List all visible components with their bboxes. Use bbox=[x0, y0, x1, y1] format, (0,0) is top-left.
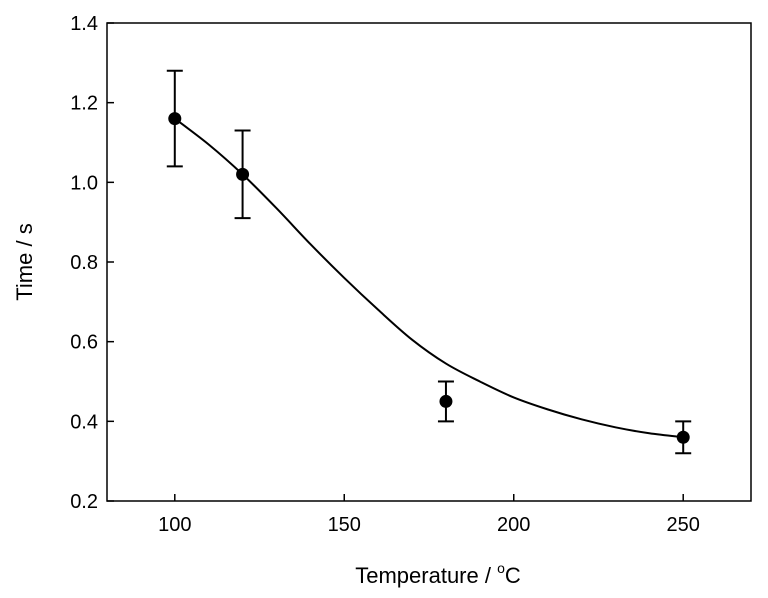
x-axis-title-unit: C bbox=[505, 563, 521, 588]
x-axis-ticks: 100 150 200 250 bbox=[158, 494, 700, 536]
fit-curve bbox=[174, 117, 684, 439]
plot-frame bbox=[106, 22, 752, 502]
data-point bbox=[439, 394, 453, 408]
y-axis-ticks: 0.2 0.4 0.6 0.8 1.0 1.2 1.4 bbox=[70, 13, 114, 513]
plot-area-border bbox=[106, 22, 752, 502]
x-axis-title-unit-superscript: o bbox=[497, 560, 505, 576]
fit-curve-layer bbox=[174, 117, 684, 439]
y-tick-label: 0.6 bbox=[70, 332, 98, 354]
data-point bbox=[168, 112, 182, 126]
y-tick-label: 0.8 bbox=[70, 252, 98, 274]
x-tick-label: 100 bbox=[158, 514, 191, 536]
y-tick-label: 1.0 bbox=[70, 172, 98, 194]
x-tick-label: 200 bbox=[497, 514, 530, 536]
y-tick-label: 0.4 bbox=[70, 411, 98, 433]
y-tick-label: 1.2 bbox=[70, 93, 98, 115]
y-tick-label: 0.2 bbox=[70, 491, 98, 513]
data-points bbox=[168, 112, 690, 444]
x-tick-label: 250 bbox=[667, 514, 700, 536]
y-axis-title: Time / s bbox=[12, 223, 37, 300]
data-point bbox=[676, 430, 690, 444]
x-axis-title: Temperature / oC bbox=[355, 560, 521, 588]
data-point bbox=[236, 167, 250, 181]
error-bars bbox=[166, 69, 692, 455]
y-tick-label: 1.4 bbox=[70, 13, 98, 35]
x-tick-label: 150 bbox=[328, 514, 361, 536]
